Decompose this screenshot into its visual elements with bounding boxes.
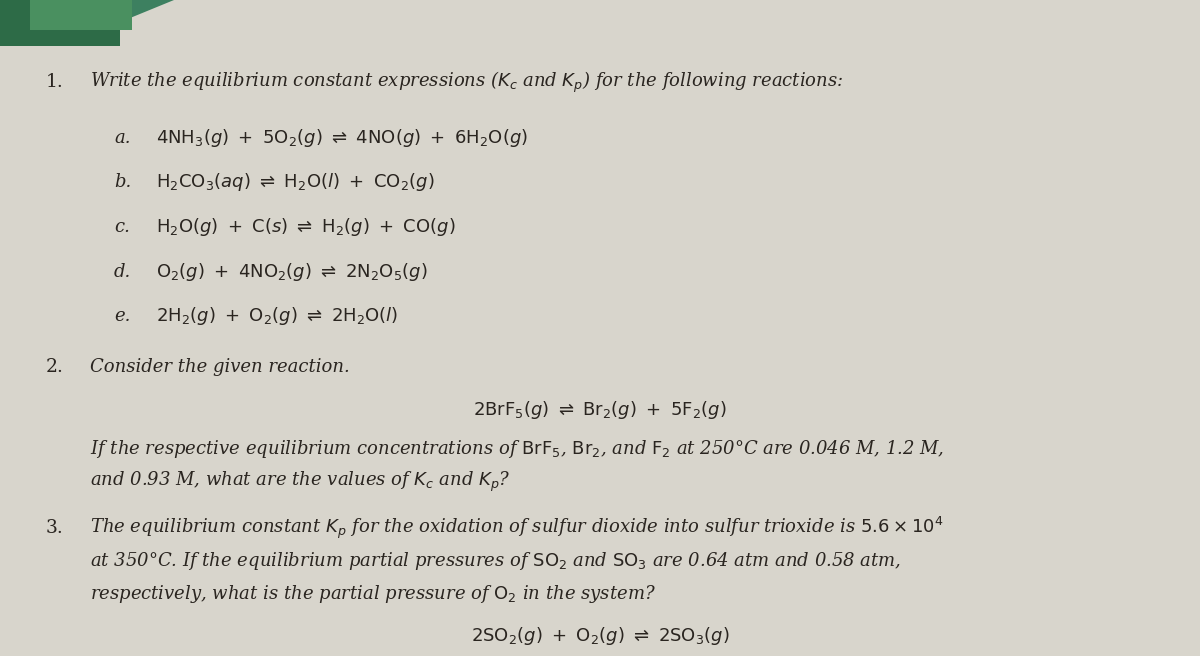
Text: c.: c. xyxy=(114,218,130,236)
Text: respectively, what is the partial pressure of $\mathrm{O_2}$ in the system?: respectively, what is the partial pressu… xyxy=(90,583,656,605)
Text: The equilibrium constant $K_p$ for the oxidation of sulfur dioxide into sulfur t: The equilibrium constant $K_p$ for the o… xyxy=(90,515,943,541)
Bar xyxy=(30,0,132,30)
Text: $2\mathrm{SO_2}(g)\ +\ \mathrm{O_2}(g)\ \rightleftharpoons\ 2\mathrm{SO_3}(g)$: $2\mathrm{SO_2}(g)\ +\ \mathrm{O_2}(g)\ … xyxy=(470,625,730,647)
Text: d.: d. xyxy=(114,262,131,281)
Polygon shape xyxy=(126,0,174,20)
Text: $\mathrm{H_2O}(g)\ +\ \mathrm{C}(s)\ \rightleftharpoons\ \mathrm{H_2}(g)\ +\ \ma: $\mathrm{H_2O}(g)\ +\ \mathrm{C}(s)\ \ri… xyxy=(156,216,456,238)
Text: $2\mathrm{BrF_5}(g)\ \rightleftharpoons\ \mathrm{Br_2}(g)\ +\ 5\mathrm{F_2}(g)$: $2\mathrm{BrF_5}(g)\ \rightleftharpoons\… xyxy=(473,399,727,421)
Text: $2\mathrm{H_2}(g)\ +\ \mathrm{O_2}(g)\ \rightleftharpoons\ 2\mathrm{H_2O}(l)$: $2\mathrm{H_2}(g)\ +\ \mathrm{O_2}(g)\ \… xyxy=(156,305,398,327)
Text: Consider the given reaction.: Consider the given reaction. xyxy=(90,358,349,377)
Text: Write the equilibrium constant expressions ($K_c$ and $K_p$) for the following r: Write the equilibrium constant expressio… xyxy=(90,70,844,94)
Text: 2.: 2. xyxy=(46,358,64,377)
Bar xyxy=(0,0,120,46)
Text: $\mathrm{O_2}(g)\ +\ 4\mathrm{NO_2}(g)\ \rightleftharpoons\ 2\mathrm{N_2O_5}(g)$: $\mathrm{O_2}(g)\ +\ 4\mathrm{NO_2}(g)\ … xyxy=(156,260,427,283)
Text: $\mathrm{H_2CO_3}(aq)\ \rightleftharpoons\ \mathrm{H_2O}(l)\ +\ \mathrm{CO_2}(g): $\mathrm{H_2CO_3}(aq)\ \rightleftharpoon… xyxy=(156,171,434,194)
Text: and 0.93 M, what are the values of $K_c$ and $K_p$?: and 0.93 M, what are the values of $K_c$… xyxy=(90,470,510,494)
Text: If the respective equilibrium concentrations of $\mathrm{BrF_5}$, $\mathrm{Br_2}: If the respective equilibrium concentrat… xyxy=(90,438,944,461)
Text: at 350°C. If the equilibrium partial pressures of $\mathrm{SO_2}$ and $\mathrm{S: at 350°C. If the equilibrium partial pre… xyxy=(90,550,901,572)
Text: b.: b. xyxy=(114,173,131,192)
Text: $4\mathrm{NH_3}(g)\ +\ 5\mathrm{O_2}(g)\ \rightleftharpoons\ 4\mathrm{NO}(g)\ +\: $4\mathrm{NH_3}(g)\ +\ 5\mathrm{O_2}(g)\… xyxy=(156,127,528,149)
Text: a.: a. xyxy=(114,129,131,147)
Text: 3.: 3. xyxy=(46,519,64,537)
Text: 1.: 1. xyxy=(46,73,64,91)
Text: e.: e. xyxy=(114,307,131,325)
